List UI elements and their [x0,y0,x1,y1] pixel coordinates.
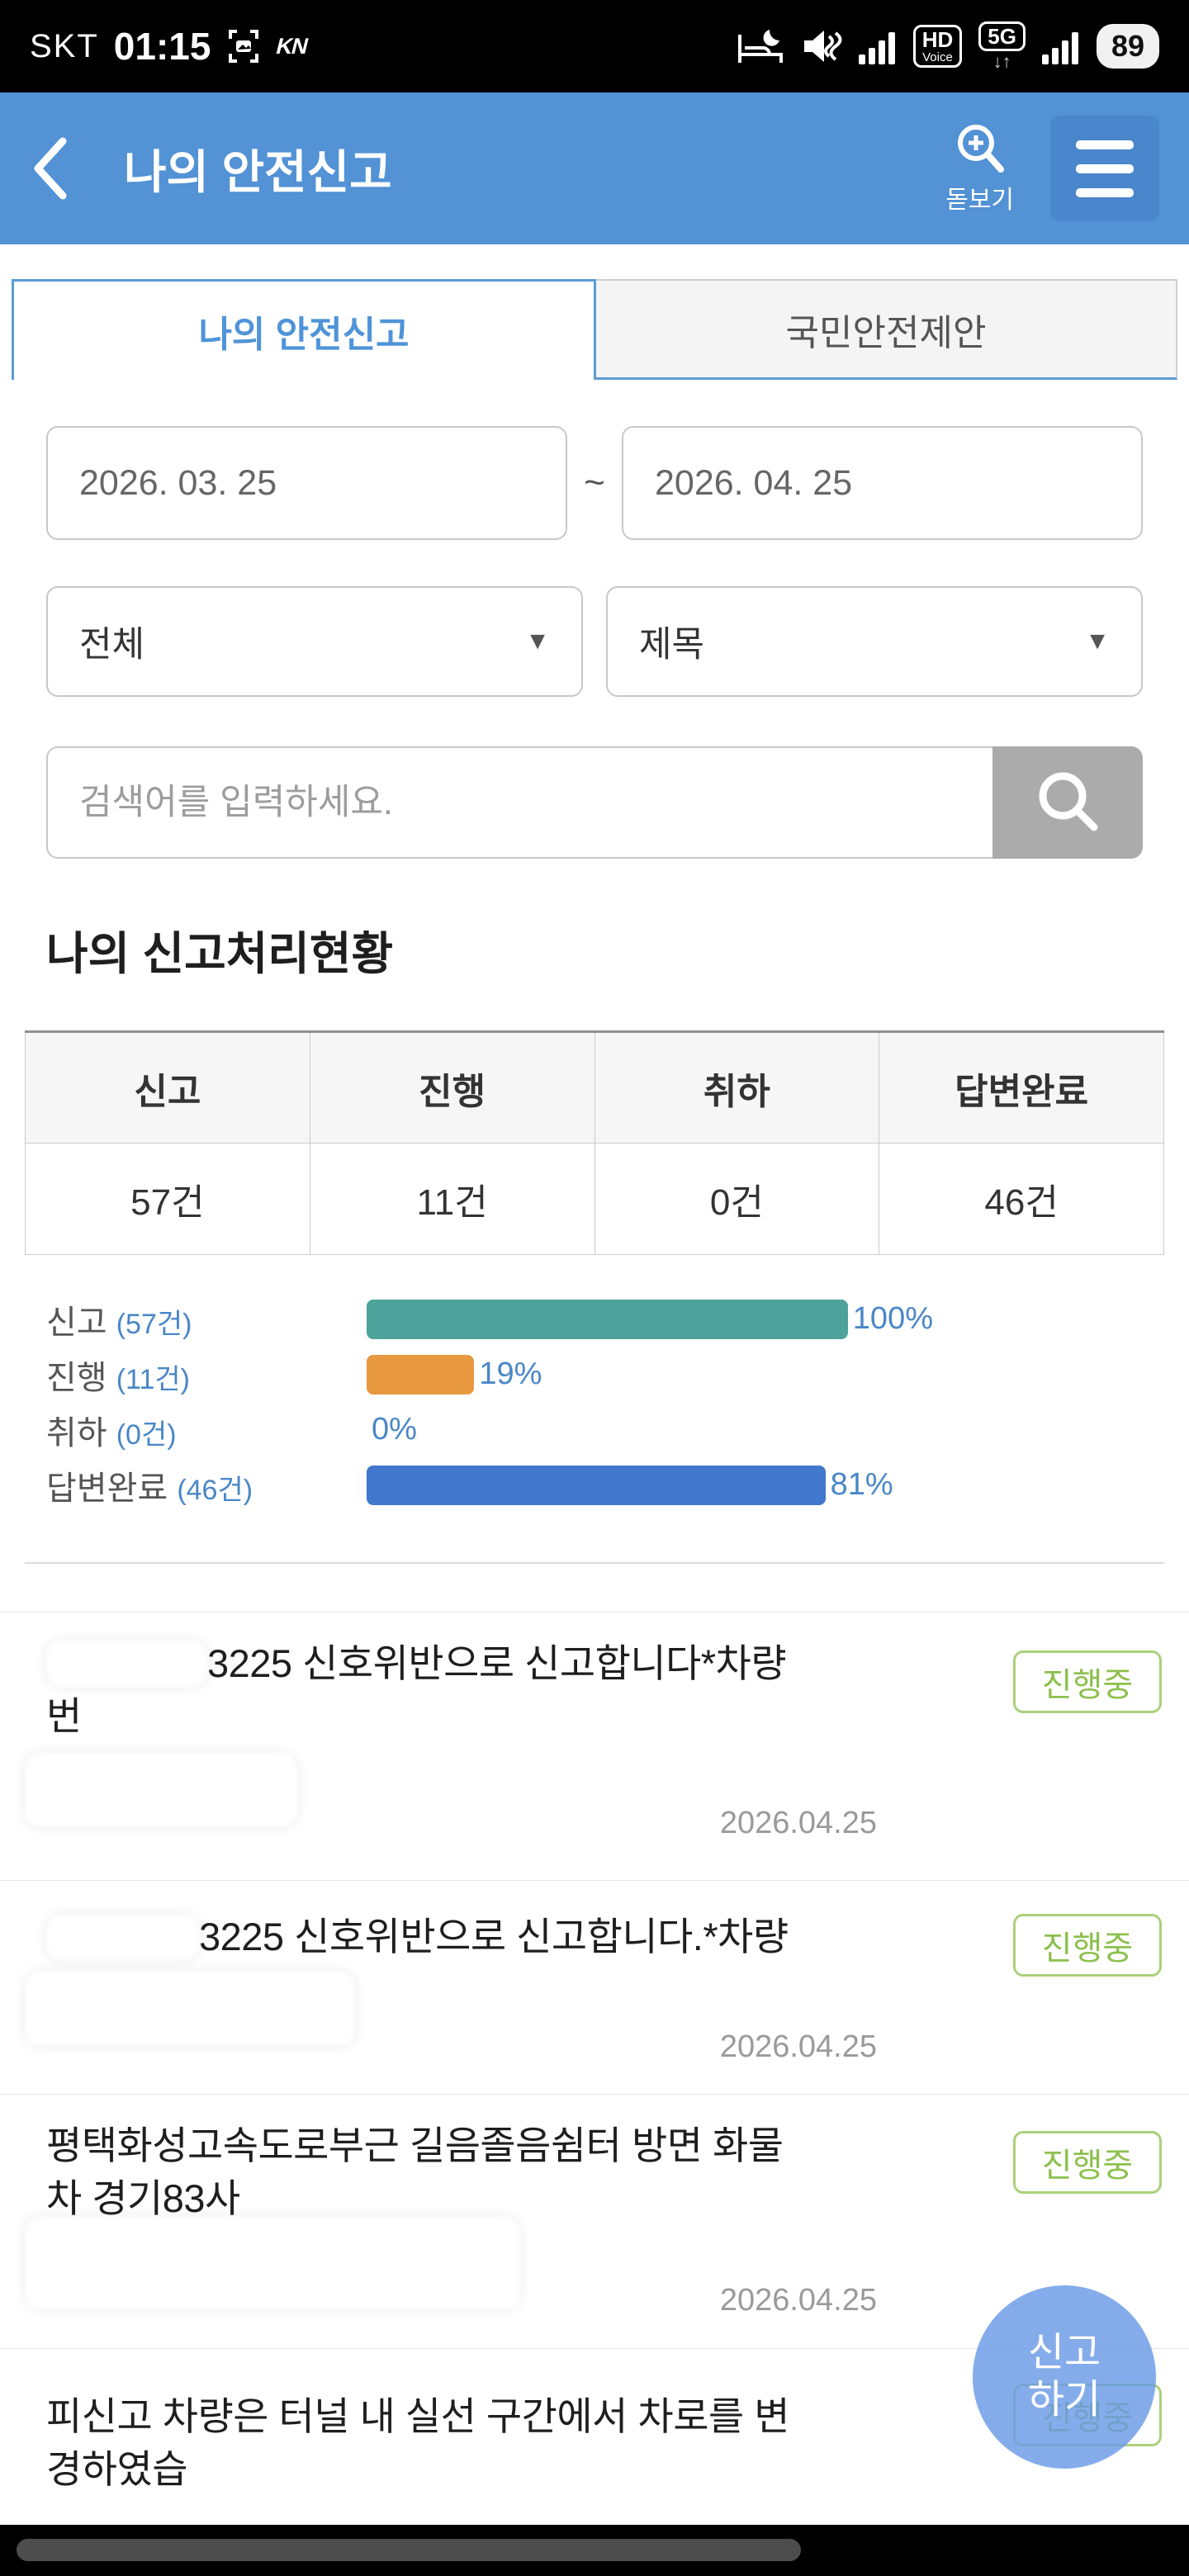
redacted-author [25,2217,520,2309]
tab-my-safety-report[interactable]: 나의 안전신고 [12,279,596,380]
updown-arrows-icon: ↓↑ [992,51,1011,72]
search-input[interactable] [46,746,992,859]
chart-row: 진행 (11건) 19% [46,1347,1189,1402]
report-title: 3225 신호위반으로 신고합니다*차량 [207,1641,787,1685]
tab-public-safety-proposal[interactable]: 국민안전제안 [596,279,1177,380]
magnifier-label: 돋보기 [945,187,1014,214]
chart-category: 신고 [46,1304,107,1341]
summary-value: 0건 [594,1143,880,1255]
chart-row: 답변완료 (46건) 81% [46,1457,1189,1513]
search-row [46,746,1143,859]
summary-col-header: 신고 [25,1031,310,1144]
mute-vibrate-icon [801,26,842,66]
report-title: 3225 신호위반으로 신고합니다.*차량 [199,1915,789,1958]
chart-category: 취하 [46,1414,107,1451]
chevron-down-icon: ▼ [525,627,550,655]
magnifier-plus-icon [953,121,1007,176]
report-title: 피신고 차량은 터널 내 실선 구간에서 차로를 변 [46,2394,789,2438]
network-5g-badge: 5G ↓↑ [978,21,1026,71]
report-title: 경하였습 [46,2446,187,2491]
page-title: 나의 안전신고 [124,145,392,198]
chart-percent: 100% [852,1301,933,1336]
status-clock: 01:15 [113,25,211,68]
status-badge: 진행중 [1013,1650,1162,1713]
bedtime-mode-icon [737,26,784,66]
report-list-item[interactable]: 3225 신호위반으로 신고합니다.*차량 진행중 2026.04.25 [0,1880,1189,2094]
chart-percent: 19% [479,1357,542,1391]
report-title: 번 [46,1693,82,1738]
search-button[interactable] [992,746,1143,859]
summary-header-row: 신고 진행 취하 답변완료 [25,1031,1164,1144]
report-title: 차 경기83사 [46,2176,240,2220]
redacted-author [25,1972,355,2046]
gesture-pill[interactable] [17,2539,801,2561]
battery-indicator: 89 [1096,24,1159,69]
fab-label: 신고 [1027,2331,1101,2375]
status-bar-chart: 신고 (57건) 100% 진행 (11건) 19% 취하 (0건) 0% 답변… [46,1291,1189,1513]
signal-icon-2 [1041,28,1080,64]
status-badge: 진행중 [1013,2131,1162,2194]
category-select[interactable]: 전체 ▼ [46,586,583,697]
summary-table: 신고 진행 취하 답변완료 57건 11건 0건 46건 [25,1030,1164,1255]
chevron-down-icon: ▼ [1085,627,1110,655]
bar-reported [367,1299,848,1339]
app-header: 나의 안전신고 돋보기 [0,92,1189,244]
hd-voice-badge: HD Voice [912,25,963,68]
chart-row: 취하 (0건) 0% [46,1402,1189,1457]
report-date: 2026.04.25 [719,2029,877,2064]
system-navigation-bar [0,2525,1189,2576]
screenshot-icon [225,28,262,64]
chart-category: 진행 [46,1359,107,1396]
hamburger-menu-button[interactable] [1050,116,1159,221]
divider [25,1562,1164,1564]
magnifier-zoom-button[interactable]: 돋보기 [945,121,1014,215]
report-date: 2026.04.25 [719,2283,877,2318]
search-field-select[interactable]: 제목 ▼ [606,586,1143,697]
bar-answered [367,1465,826,1505]
chart-category: 답변완료 [46,1470,168,1507]
date-range-separator: ~ [584,462,605,503]
chart-percent: 0% [372,1412,417,1447]
back-button[interactable] [30,127,88,210]
summary-col-header: 취하 [594,1031,880,1144]
date-range-row: 2026. 03. 25 ~ 2026. 04. 25 [46,426,1143,540]
status-badge: 진행중 [1013,1914,1162,1977]
chart-row: 신고 (57건) 100% [46,1291,1189,1347]
summary-value: 57건 [25,1143,310,1255]
chart-percent: 81% [830,1467,893,1502]
summary-value: 46건 [879,1143,1164,1255]
carrier-label: SKT [30,27,99,64]
tab-bar: 나의 안전신고 국민안전제안 [12,279,1177,380]
summary-col-header: 답변완료 [879,1031,1164,1144]
date-to-input[interactable]: 2026. 04. 25 [622,426,1143,540]
search-field-selected-value: 제목 [639,625,705,665]
chart-count: (11건) [116,1363,190,1395]
signal-icon-1 [858,28,897,64]
chart-count: (0건) [116,1418,177,1451]
summary-col-header: 진행 [309,1031,595,1144]
redacted-text [46,1640,207,1687]
chart-count: (46건) [177,1474,253,1506]
date-from-input[interactable]: 2026. 03. 25 [46,426,567,540]
fab-label: 하기 [1027,2378,1101,2422]
summary-value-row: 57건 11건 0건 46건 [25,1143,1164,1255]
report-date: 2026.04.25 [719,1806,877,1840]
kia-logo: KN [273,33,311,59]
create-report-fab[interactable]: 신고 하기 [973,2285,1156,2469]
summary-section-title: 나의 신고처리현황 [46,928,394,979]
filter-dropdown-row: 전체 ▼ 제목 ▼ [46,586,1143,697]
category-selected-value: 전체 [79,625,145,665]
redacted-author [25,1753,297,1827]
redacted-text [46,1913,199,1960]
search-icon [1030,765,1106,841]
report-title: 평택화성고속도로부근 길음졸음쉼터 방면 화물 [46,2124,784,2167]
chart-count: (57건) [116,1308,192,1340]
summary-value: 11건 [309,1143,595,1255]
bar-in-progress [367,1354,475,1395]
status-bar: SKT 01:15 KN HD Voice 5G ↓↑ [0,0,1189,92]
